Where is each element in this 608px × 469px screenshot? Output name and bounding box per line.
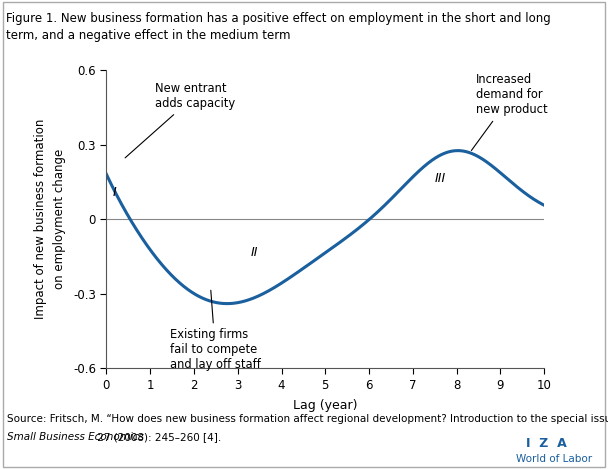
Text: I  Z  A: I Z A [526,437,567,450]
Text: New entrant
adds capacity: New entrant adds capacity [125,82,235,158]
Text: I: I [113,186,117,199]
Text: Source: Fritsch, M. “How does new business formation affect regional development: Source: Fritsch, M. “How does new busine… [7,414,608,424]
Text: III: III [435,172,446,184]
Text: Increased
demand for
new product: Increased demand for new product [471,73,548,151]
X-axis label: Lag (year): Lag (year) [293,399,358,411]
Text: Small Business Economics: Small Business Economics [7,432,144,442]
Text: 27 (2008): 245–260 [4].: 27 (2008): 245–260 [4]. [94,432,221,442]
Text: Figure 1. New business formation has a positive effect on employment in the shor: Figure 1. New business formation has a p… [6,12,551,25]
Text: II: II [251,246,258,259]
Text: Existing firms
fail to compete
and lay off staff: Existing firms fail to compete and lay o… [170,290,261,371]
Y-axis label: Impact of new business formation
on employment change: Impact of new business formation on empl… [34,119,66,319]
Text: World of Labor: World of Labor [516,454,592,464]
Text: term, and a negative effect in the medium term: term, and a negative effect in the mediu… [6,29,291,42]
